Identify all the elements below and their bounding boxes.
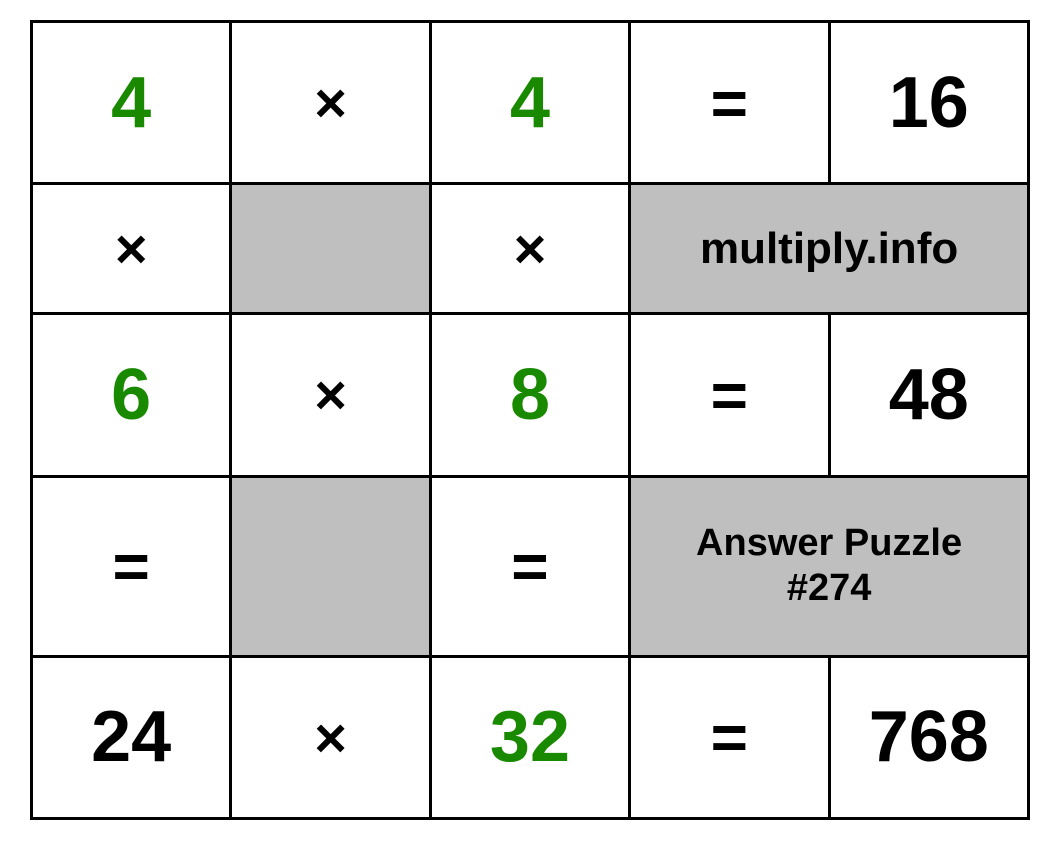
cell-r1-res: 16 bbox=[829, 22, 1028, 184]
cell-r5-b: 32 bbox=[430, 656, 629, 818]
cell-r4-a: = bbox=[32, 476, 231, 656]
cell-r5-a: 24 bbox=[32, 656, 231, 818]
cell-r3-op: × bbox=[231, 314, 430, 476]
puzzle-row-5: 24 × 32 = 768 bbox=[32, 656, 1029, 818]
cell-r3-b: 8 bbox=[430, 314, 629, 476]
cell-r1-eq: = bbox=[630, 22, 829, 184]
puzzle-row-2: × × multiply.info bbox=[32, 184, 1029, 314]
puzzle-row-3: 6 × 8 = 48 bbox=[32, 314, 1029, 476]
cell-r3-eq: = bbox=[630, 314, 829, 476]
cell-r2-b: × bbox=[430, 184, 629, 314]
puzzle-row-4: = = Answer Puzzle #274 bbox=[32, 476, 1029, 656]
cell-r3-res: 48 bbox=[829, 314, 1028, 476]
cell-r5-eq: = bbox=[630, 656, 829, 818]
cell-r1-op: × bbox=[231, 22, 430, 184]
cell-r4-blank bbox=[231, 476, 430, 656]
cell-r4-b: = bbox=[430, 476, 629, 656]
answer-label-line2: #274 bbox=[787, 567, 872, 609]
cell-r5-res: 768 bbox=[829, 656, 1028, 818]
multiplication-puzzle-grid: 4 × 4 = 16 × × multiply.info 6 × 8 = 48 … bbox=[30, 20, 1030, 820]
cell-r1-b: 4 bbox=[430, 22, 629, 184]
cell-r1-a: 4 bbox=[32, 22, 231, 184]
answer-label-line1: Answer Puzzle bbox=[696, 522, 962, 564]
cell-r2-a: × bbox=[32, 184, 231, 314]
cell-r2-blank bbox=[231, 184, 430, 314]
cell-r3-a: 6 bbox=[32, 314, 231, 476]
puzzle-row-1: 4 × 4 = 16 bbox=[32, 22, 1029, 184]
cell-r5-op: × bbox=[231, 656, 430, 818]
brand-cell: multiply.info bbox=[630, 184, 1029, 314]
answer-label-cell: Answer Puzzle #274 bbox=[630, 476, 1029, 656]
